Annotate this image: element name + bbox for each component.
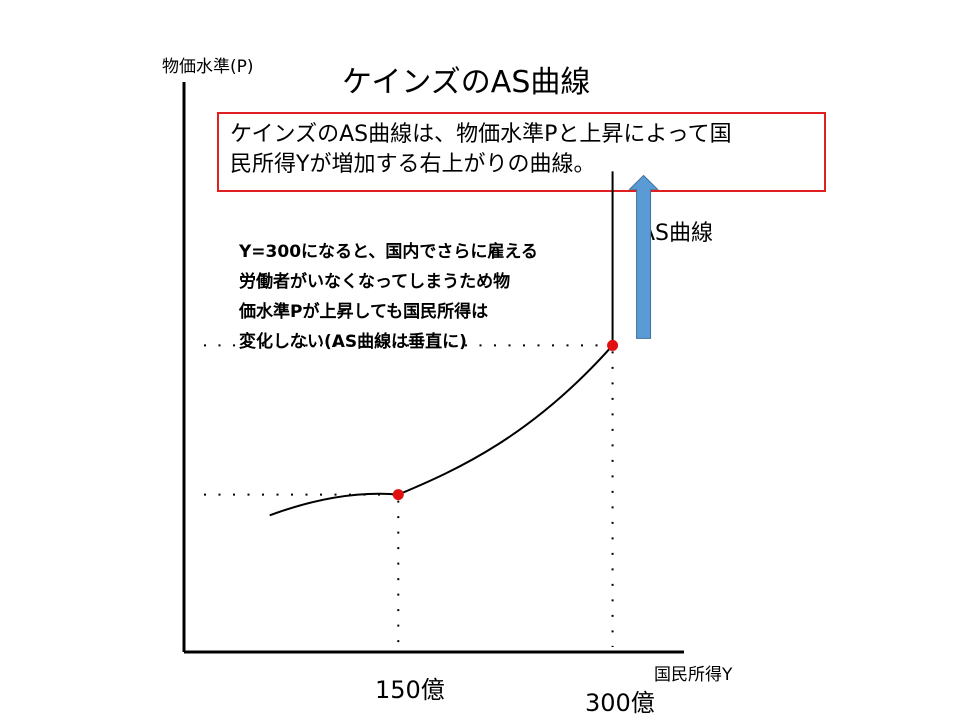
x-axis-label: 国民所得Y — [654, 665, 733, 685]
note-line-1: Y=300になると、国内でさらに雇える — [239, 242, 538, 262]
x-tick-label-150: 150億 — [375, 676, 445, 704]
definition-line-2: 民所得Yが増加する右上がりの曲線。 — [230, 152, 596, 177]
explanation-note: Y=300になると、国内でさらに雇える 労働者がいなくなってしまうため物 価水準… — [239, 237, 619, 357]
definition-box: ケインズのAS曲線は、物価水準Pと上昇によって国 民所得Yが増加する右上がりの曲… — [217, 112, 826, 192]
note-line-4: 変化しない(AS曲線は垂直に) — [239, 332, 467, 352]
note-line-2: 労働者がいなくなってしまうため物 — [239, 272, 511, 292]
as-curve-line — [269, 171, 614, 517]
x-tick-label-300: 300億 — [585, 689, 655, 717]
y-axis-label: 物価水準(P) — [162, 57, 254, 77]
note-line-3: 価水準Pが上昇しても国民所得は — [239, 302, 489, 322]
definition-line-1: ケインズのAS曲線は、物価水準Pと上昇によって国 — [230, 122, 732, 147]
up-arrow-icon — [628, 174, 659, 339]
as-curve-label: AS曲線 — [640, 221, 714, 246]
data-point-2 — [607, 339, 619, 351]
chart-title: ケインズのAS曲線 — [342, 65, 591, 100]
data-point-1 — [392, 489, 404, 501]
